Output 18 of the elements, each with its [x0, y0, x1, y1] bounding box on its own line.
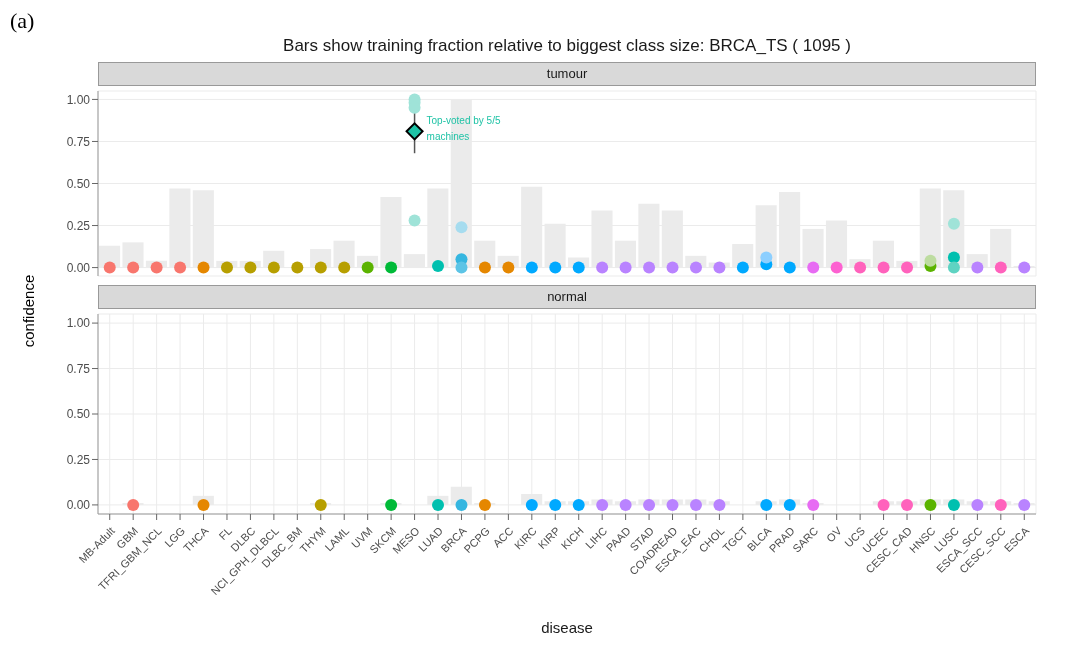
y-tick-label: 1.00 — [66, 316, 91, 331]
y-tick-label: 0.00 — [66, 498, 91, 513]
y-tick-label: 0.50 — [66, 407, 91, 422]
y-tick-label: 0.50 — [66, 176, 91, 191]
annotation: Top-voted by 5/5 machines — [426, 114, 502, 145]
y-tick-label: 0.75 — [66, 361, 91, 376]
chart-title: Bars show training fraction relative to biggest class size: BRCA_TS ( 1095 ) — [282, 36, 852, 57]
chart-subtitle: tumour — [98, 62, 1036, 86]
y-tick-label: 0.25 — [66, 218, 91, 233]
y-tick-label: 1.00 — [66, 92, 91, 107]
x-tick-label: OV — [824, 524, 845, 545]
y-tick-label: 0.25 — [66, 452, 91, 467]
chart-subtitle: normal — [98, 285, 1036, 309]
y-tick-label: 0.75 — [66, 134, 91, 149]
y-tick-label: 0.00 — [66, 260, 91, 275]
text: (a) — [10, 8, 35, 34]
x-axis-title: disease — [540, 619, 594, 636]
y-axis-title: confidence — [19, 274, 37, 348]
